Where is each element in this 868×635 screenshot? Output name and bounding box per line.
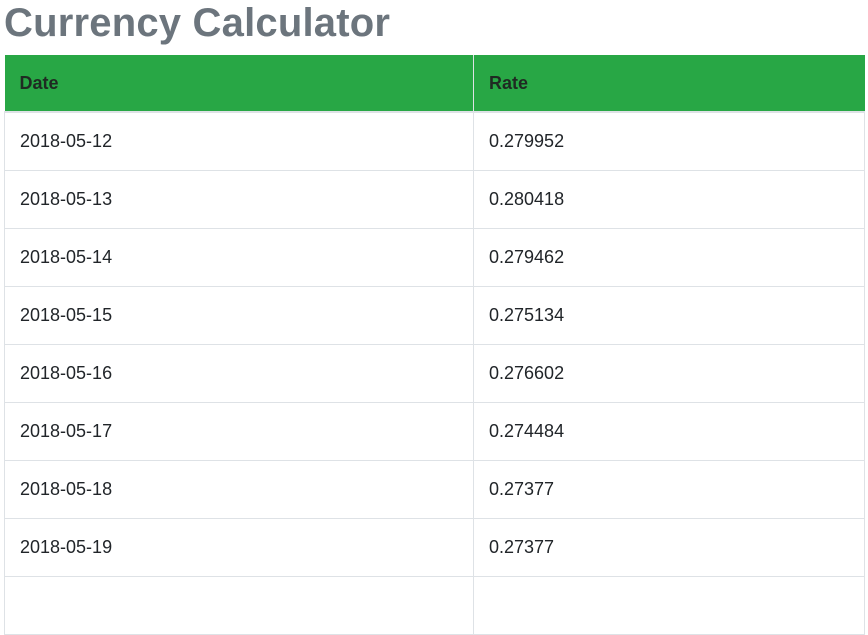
date-cell: 2018-05-15	[4, 285, 474, 345]
rate-cell: 0.27377	[473, 459, 865, 519]
rate-cell: 0.276602	[473, 343, 865, 403]
table-row: 2018-05-16 0.276602	[4, 343, 865, 403]
page-title: Currency Calculator	[4, 1, 391, 45]
date-cell	[4, 575, 474, 635]
rate-cell: 0.280418	[473, 169, 865, 229]
rate-cell: 0.279952	[473, 111, 865, 171]
column-header-rate: Rate	[473, 55, 865, 113]
date-cell: 2018-05-16	[4, 343, 474, 403]
table-row: 2018-05-14 0.279462	[4, 227, 865, 287]
rate-cell	[473, 575, 865, 635]
table-row: 2018-05-18 0.27377	[4, 459, 865, 519]
table-row: 2018-05-19 0.27377	[4, 517, 865, 577]
table-row: 2018-05-12 0.279952	[4, 111, 865, 171]
date-cell: 2018-05-17	[4, 401, 474, 461]
date-cell: 2018-05-19	[4, 517, 474, 577]
table-header-row: Date Rate	[4, 55, 865, 113]
table-row	[4, 575, 865, 635]
rate-cell: 0.274484	[473, 401, 865, 461]
table-row: 2018-05-15 0.275134	[4, 285, 865, 345]
rate-cell: 0.275134	[473, 285, 865, 345]
date-cell: 2018-05-14	[4, 227, 474, 287]
rate-cell: 0.279462	[473, 227, 865, 287]
column-header-date: Date	[4, 55, 474, 113]
date-cell: 2018-05-12	[4, 111, 474, 171]
rate-cell: 0.27377	[473, 517, 865, 577]
rates-table: Date Rate 2018-05-12 0.279952 2018-05-13…	[4, 55, 865, 635]
date-cell: 2018-05-13	[4, 169, 474, 229]
table-row: 2018-05-13 0.280418	[4, 169, 865, 229]
date-cell: 2018-05-18	[4, 459, 474, 519]
table-row: 2018-05-17 0.274484	[4, 401, 865, 461]
